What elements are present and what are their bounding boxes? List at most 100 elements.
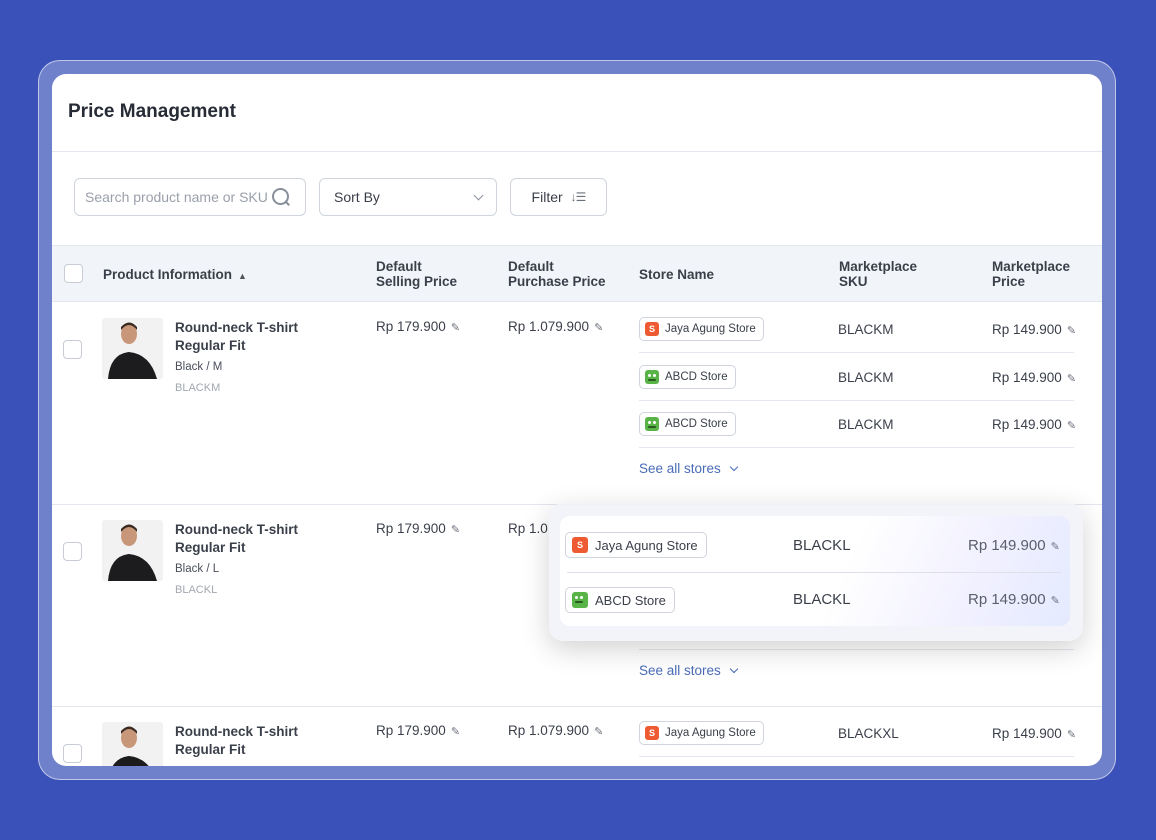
pencil-icon[interactable]: ✎ (450, 726, 461, 738)
store-name: ABCD Store (665, 418, 728, 430)
product-name: Round-neck T-shirt Regular Fit (175, 522, 299, 555)
default-purchase-price[interactable]: Rp 1.0 (508, 521, 548, 536)
pencil-icon[interactable]: ✎ (1066, 729, 1077, 741)
header-default-purchase-price: Default Purchase Price (508, 259, 606, 289)
default-selling-price[interactable]: Rp 179.900 ✎ (376, 521, 460, 536)
marketplace-sku: BLACKXL (838, 726, 899, 741)
see-all-stores-link[interactable]: See all stores (639, 461, 739, 476)
marketplace-sku: BLACKL (793, 537, 851, 554)
tokopedia-owl-icon (645, 417, 659, 431)
divider (52, 151, 1102, 152)
shopee-bag-icon: S (645, 322, 659, 336)
default-purchase-price[interactable]: Rp 1.079.900 ✎ (508, 723, 603, 738)
product-sku: BLACKM (175, 382, 221, 394)
product-name: Round-neck T-shirt Regular Fit (175, 320, 299, 353)
header-marketplace-price: Marketplace Price (992, 259, 1070, 289)
header-text: Price (992, 274, 1026, 289)
chevron-down-icon (473, 190, 484, 200)
row-checkbox[interactable] (63, 744, 82, 763)
default-purchase-price[interactable]: Rp 1.079.900 ✎ (508, 319, 603, 334)
marketplace-price-value: Rp 149.900 (968, 591, 1046, 608)
tokopedia-owl-icon (645, 370, 659, 384)
header-text: Marketplace (992, 259, 1071, 274)
divider (639, 352, 1074, 353)
page-title: Price Management (68, 101, 236, 122)
sort-icon[interactable]: ▲ (238, 271, 247, 281)
store-name: Jaya Agung Store (665, 323, 756, 335)
store-name: ABCD Store (595, 592, 666, 608)
search-input[interactable] (85, 189, 269, 205)
default-selling-price[interactable]: Rp 179.900 ✎ (376, 319, 460, 334)
tokopedia-owl-icon (572, 592, 588, 608)
header-text: SKU (839, 274, 868, 289)
product-image (102, 318, 163, 379)
pencil-icon[interactable]: ✎ (1066, 420, 1077, 432)
filter-button[interactable]: Filter ↓☰ (510, 178, 607, 216)
marketplace-sku: BLACKM (838, 322, 894, 337)
search-icon[interactable] (271, 187, 291, 207)
table-row: Round-neck T-shirt Regular Fit Black / L… (52, 505, 1102, 707)
pencil-icon[interactable]: ✎ (1066, 325, 1077, 337)
marketplace-price[interactable]: Rp 149.900 ✎ (992, 726, 1076, 741)
product-variant: Black / M (175, 361, 223, 373)
marketplace-sku: BLACKL (793, 591, 851, 608)
pencil-icon[interactable]: ✎ (1050, 595, 1060, 607)
chevron-down-icon (729, 462, 739, 472)
marketplace-price[interactable]: Rp 149.900 ✎ (992, 417, 1076, 432)
divider (639, 400, 1074, 401)
marketplace-price-value: Rp 149.900 (992, 322, 1062, 337)
row-checkbox[interactable] (63, 340, 82, 359)
divider (639, 447, 1074, 448)
price-management-card: Price Management Sort By Filter ↓☰ Produ… (52, 74, 1102, 766)
select-all-checkbox[interactable] (64, 264, 83, 283)
store-name: Jaya Agung Store (595, 537, 698, 553)
pencil-icon[interactable]: ✎ (450, 524, 461, 536)
selling-price-value: Rp 179.900 (376, 319, 446, 334)
header-product-label: Product Information (103, 267, 232, 282)
sort-by-dropdown[interactable]: Sort By (319, 178, 497, 216)
default-selling-price[interactable]: Rp 179.900 ✎ (376, 723, 460, 738)
header-store-name: Store Name (639, 267, 715, 282)
row-checkbox[interactable] (63, 542, 82, 561)
header-default-selling-price: Default Selling Price (376, 259, 457, 289)
store-badge: ABCD Store (565, 587, 675, 613)
product-sku: BLACKL (175, 584, 218, 596)
product-photo (102, 318, 163, 379)
store-name: Jaya Agung Store (665, 727, 756, 739)
pencil-icon[interactable]: ✎ (1066, 373, 1077, 385)
shopee-bag-icon: S (572, 537, 588, 553)
header-text: Default (508, 259, 554, 274)
table-row: Round-neck T-shirt Regular Fit Black / M… (52, 303, 1102, 505)
product-variant: Black / L (175, 563, 220, 575)
filter-icon: ↓☰ (570, 190, 587, 204)
store-badge: S Jaya Agung Store (639, 317, 764, 341)
marketplace-price-value: Rp 149.900 (968, 537, 1046, 554)
marketplace-sku: BLACKM (838, 370, 894, 385)
selling-price-value: Rp 179.900 (376, 521, 446, 536)
marketplace-price[interactable]: Rp 149.900 ✎ (968, 537, 1060, 554)
marketplace-price-value: Rp 149.900 (992, 417, 1062, 432)
pencil-icon[interactable]: ✎ (1050, 541, 1060, 553)
store-badge: S Jaya Agung Store (639, 721, 764, 745)
sort-by-label: Sort By (334, 189, 380, 205)
pencil-icon[interactable]: ✎ (450, 322, 461, 334)
marketplace-price[interactable]: Rp 149.900 ✎ (992, 322, 1076, 337)
store-name: ABCD Store (665, 371, 728, 383)
chevron-down-icon (729, 664, 739, 674)
marketplace-sku: BLACKM (838, 417, 894, 432)
see-all-stores-link[interactable]: See all stores (639, 663, 739, 678)
marketplace-price[interactable]: Rp 149.900 ✎ (992, 370, 1076, 385)
purchase-price-value: Rp 1.079.900 (508, 319, 590, 334)
search-box[interactable] (74, 178, 306, 216)
see-all-label: See all stores (639, 663, 721, 678)
product-image (102, 520, 163, 581)
see-all-label: See all stores (639, 461, 721, 476)
header-marketplace-sku: Marketplace SKU (839, 259, 917, 289)
product-image (102, 722, 163, 766)
pencil-icon[interactable]: ✎ (594, 726, 604, 738)
header-text: Selling Price (376, 274, 458, 289)
header-product-information[interactable]: Product Information ▲ (103, 267, 247, 284)
pencil-icon[interactable]: ✎ (594, 322, 604, 334)
marketplace-price[interactable]: Rp 149.900 ✎ (968, 591, 1060, 608)
header-text: Purchase Price (508, 274, 606, 289)
